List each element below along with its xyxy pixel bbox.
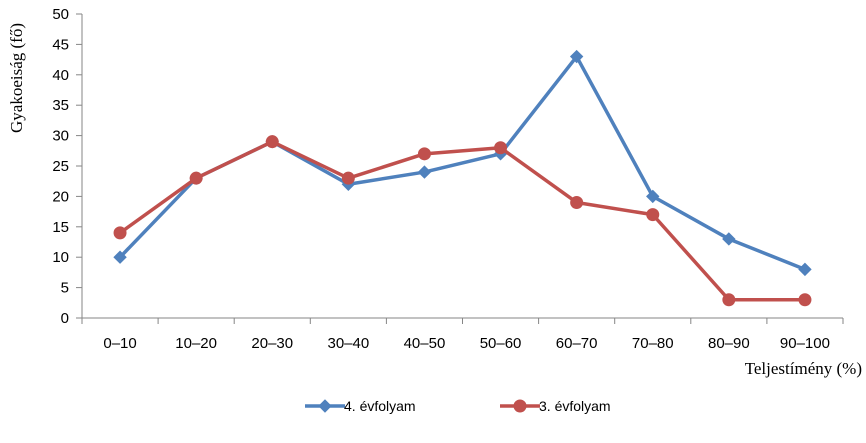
data-point (417, 147, 431, 161)
series-2 (113, 135, 812, 307)
y-tick-label: 15 (52, 219, 69, 236)
data-point (265, 135, 279, 149)
series-1 (113, 49, 812, 277)
legend-item: 4. évfolyam (305, 398, 416, 414)
data-point (494, 141, 508, 155)
data-point (569, 49, 584, 64)
y-axis-ticks: 0 5 10 15 20 25 30 35 40 45 50 (52, 6, 82, 327)
data-point (113, 226, 127, 240)
data-point (646, 189, 660, 204)
y-tick-label: 45 (52, 36, 69, 53)
legend-swatch-marker (318, 399, 332, 413)
data-point (722, 232, 736, 246)
x-tick-label: 0–10 (103, 335, 136, 352)
x-tick-label: 20–30 (251, 335, 293, 352)
legend-label: 3. évfolyam (539, 398, 611, 414)
y-tick-label: 5 (61, 280, 69, 297)
x-axis-ticks: 0–10 10–20 20–30 30–40 40–50 50–60 60–70 70–80 8… (81, 318, 844, 352)
x-tick-label: 70–80 (632, 335, 674, 352)
data-point (722, 293, 736, 307)
x-tick-label: 80–90 (708, 335, 750, 352)
legend-swatch-marker (513, 399, 527, 413)
x-tick-label: 90–100 (780, 335, 830, 352)
legend: 4. évfolyam 3. évfolyam (305, 398, 611, 414)
data-point (189, 171, 203, 185)
series-layer (113, 49, 812, 307)
y-tick-label: 30 (52, 128, 69, 145)
x-tick-label: 40–50 (404, 335, 446, 352)
chart-axes (81, 14, 843, 319)
data-point (341, 171, 355, 185)
y-tick-label: 10 (52, 249, 69, 266)
y-tick-label: 0 (61, 310, 69, 327)
x-axis-title: Teljestímény (%) (745, 359, 862, 378)
y-axis-title: Gyakoeiság (fő) (7, 23, 26, 133)
y-tick-label: 20 (52, 188, 69, 205)
y-tick-label: 50 (52, 6, 69, 23)
data-point (798, 262, 812, 277)
x-tick-label: 30–40 (327, 335, 369, 352)
data-point (646, 208, 660, 222)
data-point (113, 250, 127, 264)
y-tick-label: 35 (52, 97, 69, 114)
y-tick-label: 40 (52, 67, 69, 84)
legend-label: 4. évfolyam (344, 398, 416, 414)
series-line (119, 139, 805, 302)
x-tick-label: 50–60 (480, 335, 522, 352)
series-line (118, 54, 806, 271)
data-point (417, 165, 432, 179)
data-point (798, 293, 812, 307)
data-point (570, 195, 584, 209)
y-tick-label: 25 (52, 158, 69, 175)
x-tick-label: 60–70 (556, 335, 598, 352)
x-tick-label: 10–20 (175, 335, 217, 352)
legend-item: 3. évfolyam (500, 398, 611, 414)
